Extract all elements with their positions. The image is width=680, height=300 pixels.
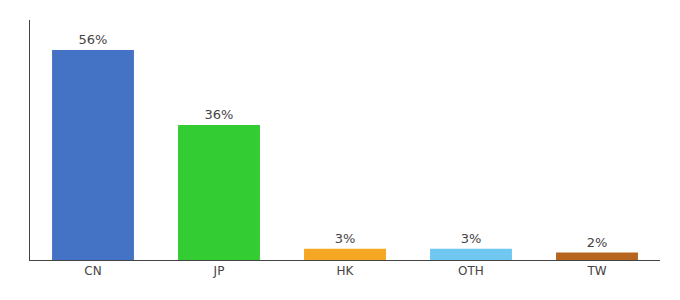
svg-text:3%: 3% xyxy=(335,231,356,246)
svg-text:JP: JP xyxy=(213,264,225,278)
svg-text:HK: HK xyxy=(337,264,355,278)
svg-text:56%: 56% xyxy=(79,32,108,47)
svg-text:OTH: OTH xyxy=(458,264,484,278)
svg-text:TW: TW xyxy=(586,264,606,278)
svg-text:36%: 36% xyxy=(205,107,234,122)
svg-text:3%: 3% xyxy=(461,231,482,246)
svg-text:CN: CN xyxy=(84,264,101,278)
svg-text:2%: 2% xyxy=(587,235,608,250)
